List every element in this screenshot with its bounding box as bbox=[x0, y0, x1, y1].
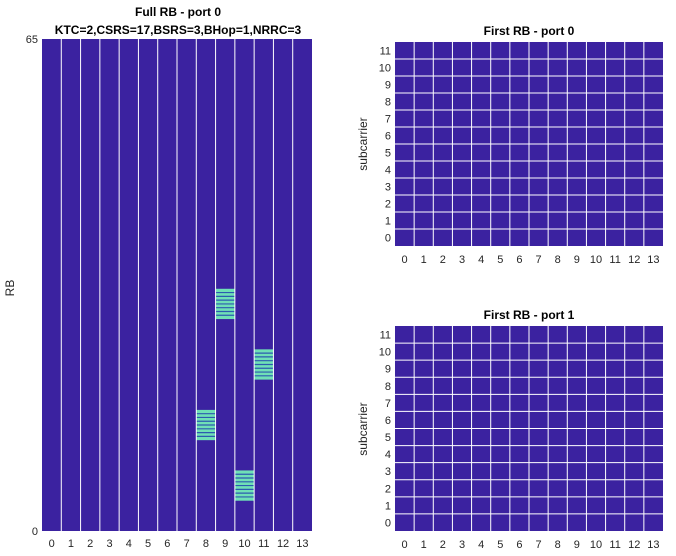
x-tick-label: 3 bbox=[459, 539, 465, 551]
x-tick-label: 10 bbox=[590, 539, 602, 551]
y-axis-label: subcarrier bbox=[356, 117, 370, 170]
y-tick-label: 2 bbox=[385, 199, 391, 211]
y-tick-label: 1 bbox=[385, 216, 391, 228]
y-tick-label: 10 bbox=[379, 63, 391, 75]
x-tick-label: 6 bbox=[516, 254, 522, 266]
x-tick-label: 12 bbox=[628, 539, 640, 551]
x-tick-label: 13 bbox=[647, 539, 659, 551]
x-tick-label: 7 bbox=[536, 254, 542, 266]
x-tick-label: 2 bbox=[440, 539, 446, 551]
x-tick-label: 3 bbox=[459, 254, 465, 266]
x-tick-label: 13 bbox=[296, 538, 308, 550]
y-tick-label: 5 bbox=[385, 148, 391, 160]
x-tick-label: 6 bbox=[516, 539, 522, 551]
x-tick-label: 9 bbox=[574, 254, 580, 266]
x-tick-label: 1 bbox=[68, 538, 74, 550]
x-tick-label: 10 bbox=[238, 538, 250, 550]
y-tick-label: 0 bbox=[385, 233, 391, 245]
x-tick-label: 9 bbox=[222, 538, 228, 550]
y-tick-label: 7 bbox=[385, 114, 391, 126]
x-tick-label: 4 bbox=[478, 539, 484, 551]
x-tick-label: 0 bbox=[49, 538, 55, 550]
x-tick-label: 4 bbox=[126, 538, 132, 550]
x-tick-label: 6 bbox=[164, 538, 170, 550]
y-tick-label: 7 bbox=[385, 398, 391, 410]
chart-title: Full RB - port 0 bbox=[135, 5, 221, 19]
x-tick-label: 9 bbox=[574, 539, 580, 551]
x-tick-label: 7 bbox=[536, 539, 542, 551]
x-tick-label: 1 bbox=[421, 539, 427, 551]
x-tick-label: 0 bbox=[402, 539, 408, 551]
y-tick-label: 3 bbox=[385, 466, 391, 478]
y-tick-label: 10 bbox=[379, 347, 391, 359]
chart-title: First RB - port 1 bbox=[484, 308, 575, 322]
x-tick-label: 8 bbox=[203, 538, 209, 550]
x-tick-label: 0 bbox=[402, 254, 408, 266]
y-tick-label: 5 bbox=[385, 432, 391, 444]
x-tick-label: 12 bbox=[277, 538, 289, 550]
y-tick-label: 11 bbox=[380, 46, 391, 58]
y-tick-label: 9 bbox=[385, 364, 391, 376]
x-tick-label: 5 bbox=[497, 254, 503, 266]
x-tick-label: 11 bbox=[609, 254, 620, 266]
y-tick-label: 65 bbox=[26, 34, 38, 46]
x-tick-label: 8 bbox=[555, 539, 561, 551]
y-tick-label: 6 bbox=[385, 131, 391, 143]
x-tick-label: 5 bbox=[497, 539, 503, 551]
full-rb-port0-chart: Full RB - port 0 KTC=2,CSRS=17,BSRS=3,BH… bbox=[3, 5, 312, 550]
x-tick-label: 7 bbox=[184, 538, 190, 550]
x-tick-label: 1 bbox=[421, 254, 427, 266]
y-tick-label: 8 bbox=[385, 381, 391, 393]
y-axis-label: RB bbox=[3, 280, 17, 297]
y-tick-label: 0 bbox=[32, 526, 38, 538]
y-tick-label: 1 bbox=[385, 500, 391, 512]
y-tick-label: 4 bbox=[385, 449, 391, 461]
chart-title: First RB - port 0 bbox=[484, 24, 575, 38]
y-axis-label: subcarrier bbox=[356, 402, 370, 455]
chart-subtitle: KTC=2,CSRS=17,BSRS=3,BHop=1,NRRC=3 bbox=[55, 23, 302, 37]
x-tick-label: 2 bbox=[87, 538, 93, 550]
x-tick-label: 4 bbox=[478, 254, 484, 266]
y-tick-label: 6 bbox=[385, 415, 391, 427]
x-tick-label: 2 bbox=[440, 254, 446, 266]
x-tick-label: 10 bbox=[590, 254, 602, 266]
x-tick-label: 11 bbox=[609, 539, 620, 551]
x-tick-label: 3 bbox=[106, 538, 112, 550]
y-tick-label: 11 bbox=[380, 330, 391, 342]
x-tick-label: 5 bbox=[145, 538, 151, 550]
x-tick-label: 11 bbox=[258, 538, 269, 550]
y-tick-label: 2 bbox=[385, 483, 391, 495]
y-tick-label: 0 bbox=[385, 517, 391, 529]
x-tick-label: 13 bbox=[647, 254, 659, 266]
x-tick-label: 12 bbox=[628, 254, 640, 266]
x-tick-label: 8 bbox=[555, 254, 561, 266]
y-tick-label: 3 bbox=[385, 182, 391, 194]
y-tick-label: 8 bbox=[385, 97, 391, 109]
y-tick-label: 4 bbox=[385, 165, 391, 177]
y-tick-label: 9 bbox=[385, 80, 391, 92]
